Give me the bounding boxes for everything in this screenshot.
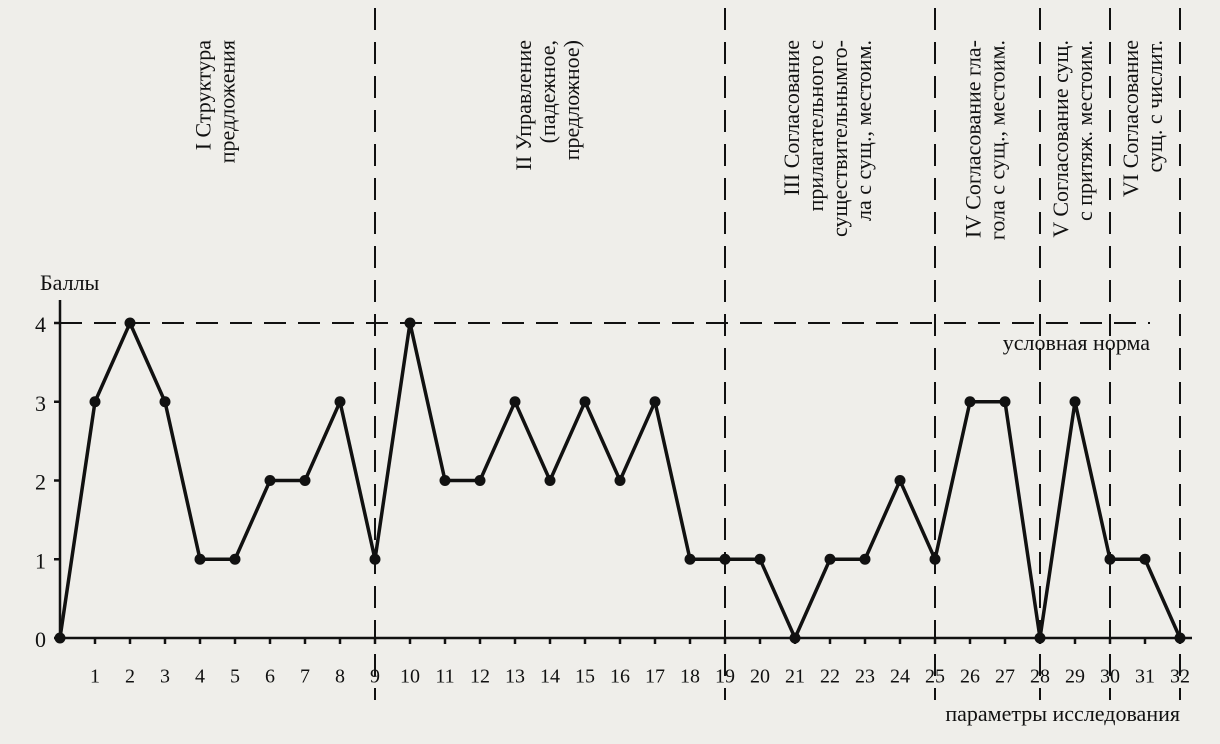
data-point: [1139, 553, 1151, 565]
data-point: [404, 317, 416, 329]
x-tick-label: 13: [505, 666, 525, 688]
norm-label: условная норма: [1003, 330, 1151, 355]
x-tick-label: 15: [575, 666, 595, 688]
data-point: [124, 317, 136, 329]
x-tick-label: 7: [300, 666, 310, 688]
data-point: [824, 553, 836, 565]
x-tick-label: 24: [890, 666, 910, 688]
section-label: предложения: [215, 40, 240, 163]
data-point: [474, 475, 486, 486]
x-tick-label: 23: [855, 666, 875, 688]
y-axis-label: Баллы: [40, 270, 100, 295]
data-point: [964, 396, 976, 408]
section-label: I Структура: [191, 40, 216, 151]
data-point: [894, 475, 906, 486]
section-label: сущ. с числит.: [1142, 40, 1167, 173]
x-tick-label: 22: [820, 666, 840, 688]
x-tick-label: 1: [90, 666, 100, 688]
data-point: [89, 396, 101, 408]
data-point: [334, 396, 346, 408]
data-point: [789, 632, 801, 644]
section-label: V Согласование сущ.: [1048, 40, 1073, 238]
data-point: [439, 475, 451, 486]
section-label: существительнымго-: [827, 40, 852, 237]
x-tick-label: 9: [370, 666, 380, 688]
x-tick-label: 26: [960, 666, 980, 688]
data-point: [649, 396, 661, 408]
x-tick-label: 25: [925, 666, 945, 688]
x-tick-label: 2: [125, 666, 135, 688]
y-tick-label: 1: [35, 548, 46, 573]
data-point: [999, 396, 1011, 408]
section-label: прилагательного с: [803, 40, 828, 212]
x-tick-label: 32: [1170, 666, 1190, 688]
y-tick-label: 3: [35, 391, 46, 416]
y-tick-label: 2: [35, 470, 46, 495]
data-point: [929, 553, 941, 565]
x-tick-label: 3: [160, 666, 170, 688]
x-tick-label: 6: [265, 666, 275, 688]
data-point: [1069, 396, 1081, 408]
data-point: [264, 475, 276, 486]
x-tick-label: 31: [1135, 666, 1155, 688]
x-tick-label: 5: [230, 666, 240, 688]
section-label: IV Согласование гла-: [961, 40, 986, 238]
section-label: VI Согласование: [1118, 40, 1143, 197]
y-tick-label: 4: [35, 312, 46, 337]
data-point: [719, 553, 731, 565]
x-tick-label: 20: [750, 666, 770, 688]
x-tick-label: 10: [400, 666, 420, 688]
data-point: [544, 475, 556, 486]
x-tick-label: 14: [540, 666, 560, 688]
data-point: [229, 553, 241, 565]
section-label: III Согласование: [779, 40, 804, 196]
x-tick-label: 21: [785, 666, 805, 688]
x-tick-label: 11: [435, 666, 454, 688]
data-point: [159, 396, 171, 408]
data-point: [684, 553, 696, 565]
section-label: ла с сущ., местоим.: [851, 40, 876, 221]
data-point: [859, 553, 871, 565]
x-tick-label: 18: [680, 666, 700, 688]
x-tick-label: 17: [645, 666, 665, 688]
data-point: [1104, 553, 1116, 565]
x-tick-label: 16: [610, 666, 630, 688]
section-label: гола с сущ., местоим.: [985, 40, 1010, 240]
data-point: [509, 396, 521, 408]
x-tick-label: 8: [335, 666, 345, 688]
x-tick-label: 29: [1065, 666, 1085, 688]
x-tick-label: 19: [715, 666, 735, 688]
x-tick-label: 28: [1030, 666, 1050, 688]
data-point: [369, 553, 381, 565]
section-label: (падежное,: [535, 40, 560, 143]
x-tick-label: 30: [1100, 666, 1120, 688]
data-point: [579, 396, 591, 408]
data-point: [299, 475, 311, 486]
x-tick-label: 12: [470, 666, 490, 688]
data-point: [194, 553, 206, 565]
data-point: [754, 553, 766, 565]
section-label: предложное): [559, 40, 584, 160]
x-tick-label: 4: [195, 666, 205, 688]
data-point: [1174, 632, 1186, 644]
x-tick-label: 27: [995, 666, 1015, 688]
x-axis-label: параметры исследования: [945, 701, 1180, 726]
data-point: [54, 632, 66, 644]
section-label: с притяж. местоим.: [1072, 40, 1097, 221]
data-point: [1034, 632, 1046, 644]
y-tick-label: 0: [35, 627, 46, 652]
data-point: [614, 475, 626, 486]
section-label: II Управление: [511, 40, 536, 171]
